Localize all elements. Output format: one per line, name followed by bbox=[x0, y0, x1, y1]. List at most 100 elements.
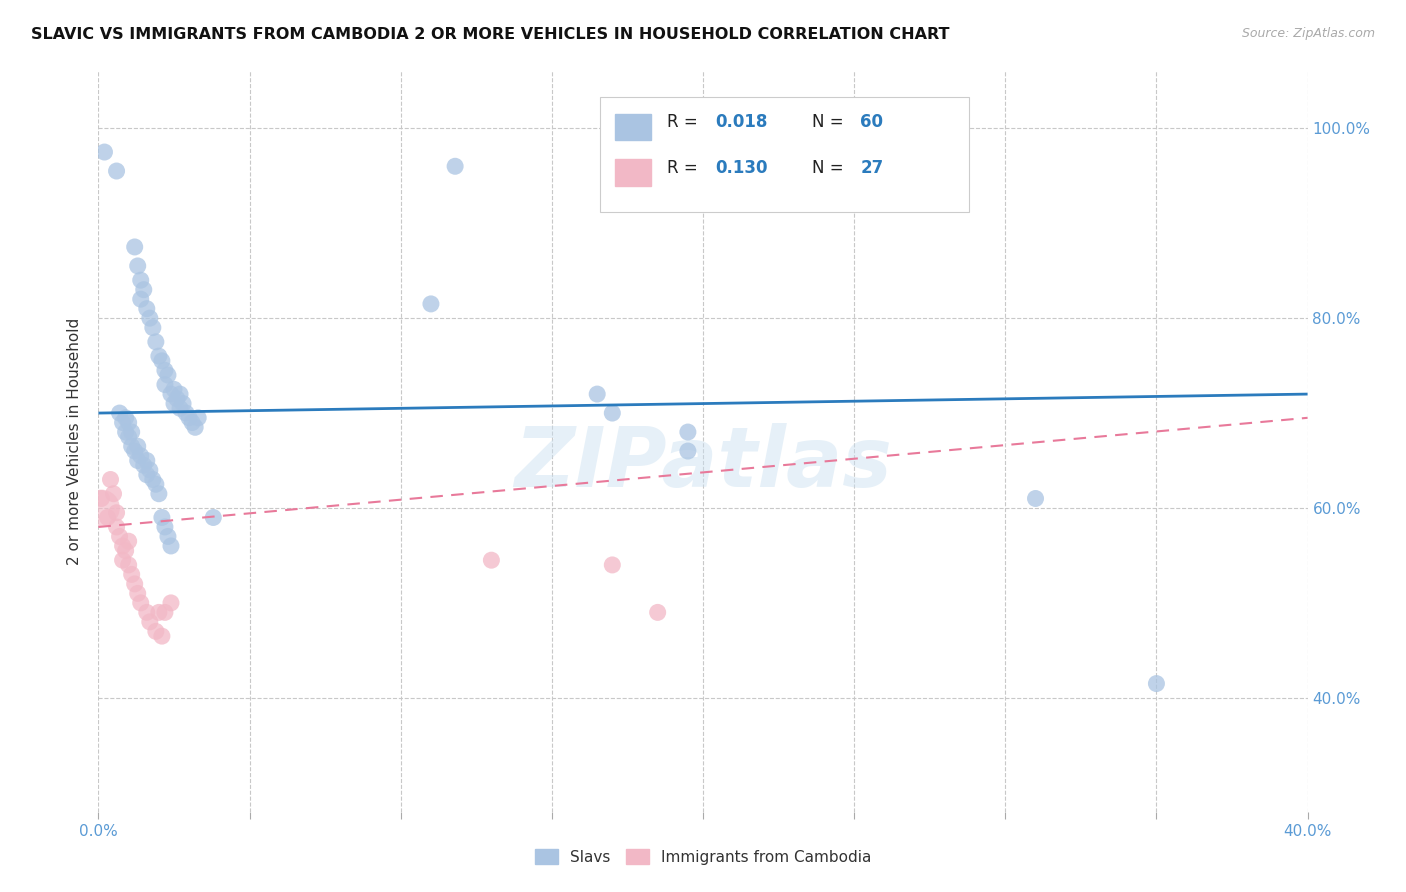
Text: Source: ZipAtlas.com: Source: ZipAtlas.com bbox=[1241, 27, 1375, 40]
Text: N =: N = bbox=[811, 160, 849, 178]
Text: R =: R = bbox=[666, 113, 703, 131]
FancyBboxPatch shape bbox=[614, 160, 651, 186]
Point bbox=[139, 463, 162, 477]
FancyBboxPatch shape bbox=[600, 97, 969, 212]
Point bbox=[150, 510, 173, 524]
Point bbox=[174, 406, 197, 420]
Point bbox=[139, 615, 162, 629]
Text: ZIPatlas: ZIPatlas bbox=[515, 423, 891, 504]
Point bbox=[135, 301, 157, 316]
Point bbox=[93, 145, 115, 159]
Text: 27: 27 bbox=[860, 160, 883, 178]
Point bbox=[172, 396, 194, 410]
Point bbox=[129, 596, 152, 610]
Point bbox=[118, 534, 141, 549]
Point bbox=[96, 510, 118, 524]
Point bbox=[444, 159, 467, 173]
Point bbox=[129, 273, 152, 287]
Point bbox=[124, 240, 146, 254]
Point bbox=[121, 567, 143, 582]
Point bbox=[163, 382, 186, 396]
Point bbox=[105, 520, 128, 534]
Point bbox=[135, 606, 157, 620]
Point bbox=[156, 529, 179, 543]
Point bbox=[481, 553, 503, 567]
Point bbox=[166, 392, 188, 406]
Point bbox=[420, 297, 443, 311]
Point bbox=[163, 396, 186, 410]
Point bbox=[124, 577, 146, 591]
Point bbox=[169, 401, 191, 416]
Point bbox=[142, 320, 165, 334]
Point bbox=[90, 491, 112, 506]
Point bbox=[148, 487, 170, 501]
FancyBboxPatch shape bbox=[614, 113, 651, 140]
Point bbox=[148, 349, 170, 363]
Point bbox=[202, 510, 225, 524]
Point bbox=[90, 500, 112, 515]
Point bbox=[1144, 676, 1167, 690]
Point bbox=[179, 410, 201, 425]
Point bbox=[121, 439, 143, 453]
Point bbox=[111, 553, 134, 567]
Text: SLAVIC VS IMMIGRANTS FROM CAMBODIA 2 OR MORE VEHICLES IN HOUSEHOLD CORRELATION C: SLAVIC VS IMMIGRANTS FROM CAMBODIA 2 OR … bbox=[31, 27, 949, 42]
Y-axis label: 2 or more Vehicles in Household: 2 or more Vehicles in Household bbox=[67, 318, 83, 566]
Point bbox=[105, 164, 128, 178]
Point bbox=[127, 259, 149, 273]
Point bbox=[135, 467, 157, 482]
Point bbox=[121, 425, 143, 439]
Point bbox=[145, 334, 167, 349]
Point bbox=[127, 439, 149, 453]
Point bbox=[142, 473, 165, 487]
Point bbox=[114, 425, 136, 439]
Point bbox=[148, 606, 170, 620]
Legend: Slavs, Immigrants from Cambodia: Slavs, Immigrants from Cambodia bbox=[529, 843, 877, 871]
Point bbox=[602, 406, 624, 420]
Point bbox=[184, 420, 207, 434]
Point bbox=[118, 416, 141, 430]
Text: 0.130: 0.130 bbox=[716, 160, 768, 178]
Point bbox=[111, 539, 134, 553]
Point bbox=[586, 387, 609, 401]
Text: N =: N = bbox=[811, 113, 849, 131]
Point bbox=[160, 539, 183, 553]
Point bbox=[139, 311, 162, 326]
Point bbox=[160, 596, 183, 610]
Point bbox=[153, 606, 176, 620]
Text: 0.018: 0.018 bbox=[716, 113, 768, 131]
Point bbox=[676, 444, 699, 458]
Point bbox=[111, 416, 134, 430]
Point bbox=[153, 520, 176, 534]
Point bbox=[114, 410, 136, 425]
Point bbox=[160, 387, 183, 401]
Point bbox=[153, 377, 176, 392]
Point bbox=[187, 410, 209, 425]
Point bbox=[181, 416, 204, 430]
Point bbox=[103, 487, 125, 501]
Point bbox=[150, 354, 173, 368]
Point bbox=[1024, 491, 1046, 506]
Point bbox=[135, 453, 157, 467]
Point bbox=[153, 363, 176, 377]
Point bbox=[127, 453, 149, 467]
Point bbox=[100, 473, 122, 487]
Point bbox=[124, 444, 146, 458]
Text: 60: 60 bbox=[860, 113, 883, 131]
Point bbox=[132, 283, 155, 297]
Point bbox=[150, 629, 173, 643]
Point bbox=[602, 558, 624, 572]
Point bbox=[114, 543, 136, 558]
Text: R =: R = bbox=[666, 160, 703, 178]
Point bbox=[118, 558, 141, 572]
Point bbox=[169, 387, 191, 401]
Point bbox=[858, 121, 880, 136]
Point bbox=[108, 406, 131, 420]
Point bbox=[129, 449, 152, 463]
Point bbox=[145, 624, 167, 639]
Point bbox=[108, 529, 131, 543]
Point bbox=[105, 506, 128, 520]
Point bbox=[156, 368, 179, 383]
Point bbox=[118, 430, 141, 444]
Point bbox=[676, 425, 699, 439]
Point bbox=[132, 458, 155, 473]
